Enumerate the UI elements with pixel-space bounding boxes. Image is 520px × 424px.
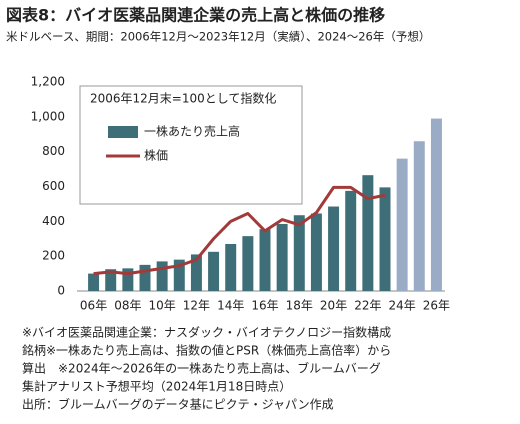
chart-subtitle: 米ドルベース、期間：2006年12月～2023年12月（実績）、2024～26年… bbox=[6, 30, 430, 44]
footnote: 銘柄※一株あたり売上高は、指数の値とPSR（株価売上高倍率）から bbox=[22, 343, 391, 358]
bar bbox=[430, 118, 442, 291]
annotation: 2006年12月末=100として指数化 bbox=[90, 91, 276, 106]
x-tick-label: 12年 bbox=[183, 299, 210, 313]
bar bbox=[208, 251, 220, 291]
footnote: ※バイオ医薬品関連企業：ナスダック・バイオテクノロジー指数構成 bbox=[22, 325, 391, 340]
bar bbox=[242, 236, 254, 291]
bar bbox=[105, 269, 117, 291]
footnote: 集計アナリスト予想平均（2024年1月18日時点） bbox=[22, 379, 291, 394]
y-tick-label: 1,200 bbox=[31, 75, 65, 89]
y-tick-label: 600 bbox=[42, 179, 65, 193]
x-tick-label: 16年 bbox=[251, 299, 278, 313]
bar bbox=[88, 273, 100, 291]
legend-label: 株価 bbox=[144, 148, 168, 163]
y-tick-label: 0 bbox=[57, 284, 65, 298]
x-tick-label: 22年 bbox=[354, 299, 381, 313]
bar bbox=[122, 268, 134, 291]
bar bbox=[139, 264, 151, 291]
x-tick-label: 14年 bbox=[217, 299, 244, 313]
x-tick-label: 18年 bbox=[286, 299, 313, 313]
chart-title: 図表8：バイオ医薬品関連企業の売上高と株価の推移 bbox=[6, 6, 385, 25]
bar bbox=[328, 206, 340, 291]
bar bbox=[362, 175, 374, 291]
bar bbox=[379, 187, 391, 291]
bar bbox=[310, 213, 322, 291]
y-tick-label: 400 bbox=[42, 214, 65, 228]
x-tick-label: 20年 bbox=[320, 299, 347, 313]
legend-swatch bbox=[108, 126, 138, 138]
x-tick-label: 26年 bbox=[423, 299, 450, 313]
y-tick-label: 200 bbox=[42, 249, 65, 263]
y-tick-label: 800 bbox=[42, 144, 65, 158]
footnote: 出所：ブルームバーグのデータ基にピクテ・ジャパン作成 bbox=[22, 397, 334, 412]
bar bbox=[345, 190, 357, 291]
bar bbox=[156, 261, 168, 291]
x-tick-label: 06年 bbox=[80, 299, 107, 313]
bar bbox=[225, 243, 237, 291]
y-tick-label: 1,000 bbox=[31, 109, 65, 123]
bar bbox=[396, 158, 408, 291]
legend-label: 一株あたり売上高 bbox=[144, 124, 240, 139]
footnote: 算出 ※2024年～2026年の一株あたり売上高は、ブルームバーグ bbox=[22, 361, 381, 376]
x-tick-label: 08年 bbox=[114, 299, 141, 313]
bar bbox=[259, 229, 271, 291]
bar bbox=[413, 141, 425, 291]
bar bbox=[173, 259, 185, 291]
bar bbox=[190, 254, 202, 291]
line bbox=[93, 185, 386, 276]
bar bbox=[293, 215, 305, 291]
x-tick-label: 10年 bbox=[149, 299, 176, 313]
legend-box bbox=[79, 85, 303, 205]
bar bbox=[276, 223, 288, 291]
x-tick-label: 24年 bbox=[389, 299, 416, 313]
